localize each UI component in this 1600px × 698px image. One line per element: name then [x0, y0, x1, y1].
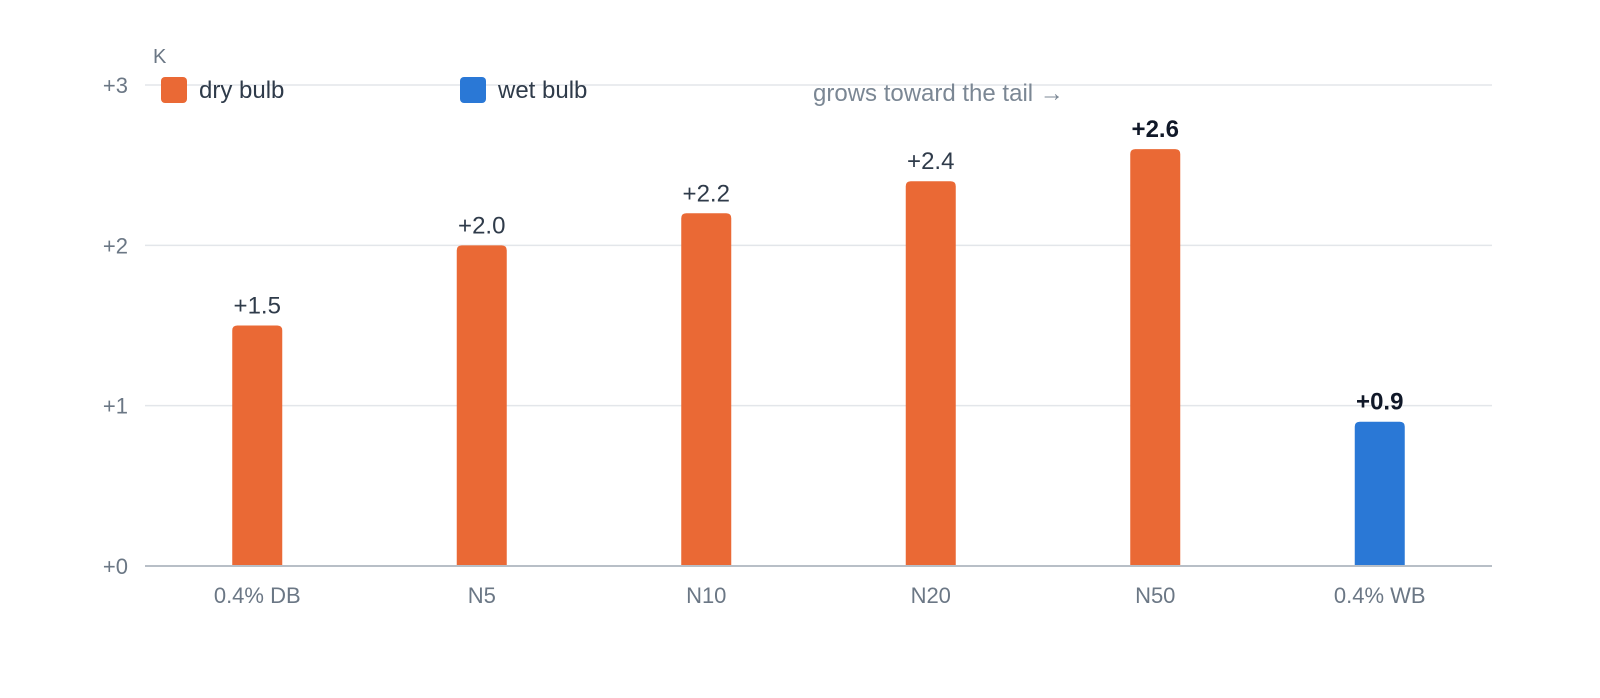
gridlines — [145, 84, 1492, 407]
x-category-label: N50 — [1135, 583, 1175, 608]
bar — [232, 325, 283, 566]
bars — [232, 149, 1405, 567]
legend-label-wet-bulb: wet bulb — [497, 77, 587, 104]
bar — [681, 213, 732, 566]
bar-value-label: +2.4 — [907, 148, 954, 175]
bar — [1130, 149, 1181, 566]
x-category-label: N5 — [468, 583, 496, 608]
y-tick-label: +1 — [103, 394, 128, 419]
legend-label-dry-bulb: dry bulb — [199, 77, 284, 104]
bar — [905, 181, 956, 566]
y-tick-label: +0 — [103, 554, 128, 579]
category-labels: 0.4% DB N5 N10 N20 N50 0.4% WB — [214, 583, 1426, 608]
x-category-label: N20 — [911, 583, 951, 608]
x-category-label: 0.4% WB — [1334, 583, 1426, 608]
y-tick-label: +2 — [103, 233, 128, 258]
legend-swatch-dry-bulb — [161, 77, 187, 103]
trend-annotation: grows toward the tail → — [813, 80, 1064, 107]
x-category-label: 0.4% DB — [214, 583, 301, 608]
bar-value-label: +2.6 — [1132, 116, 1179, 143]
bar-value-label: +1.5 — [234, 293, 281, 320]
legend: dry bulb wet bulb — [161, 77, 587, 104]
legend-swatch-wet-bulb — [460, 77, 486, 103]
bar-value-label: +2.0 — [458, 212, 505, 239]
y-unit-label: K — [153, 46, 167, 68]
bar-value-label: +0.9 — [1356, 389, 1403, 416]
y-tick-label: +3 — [103, 73, 128, 98]
x-category-label: N10 — [686, 583, 726, 608]
value-labels: +1.5 +2.0 +2.2 +2.4 +2.6 +0.9 — [234, 116, 1404, 416]
bar-value-label: +2.2 — [683, 180, 730, 207]
bar — [1354, 421, 1405, 566]
bar — [456, 245, 507, 567]
y-tick-labels: +0 +1 +2 +3 — [103, 73, 128, 579]
